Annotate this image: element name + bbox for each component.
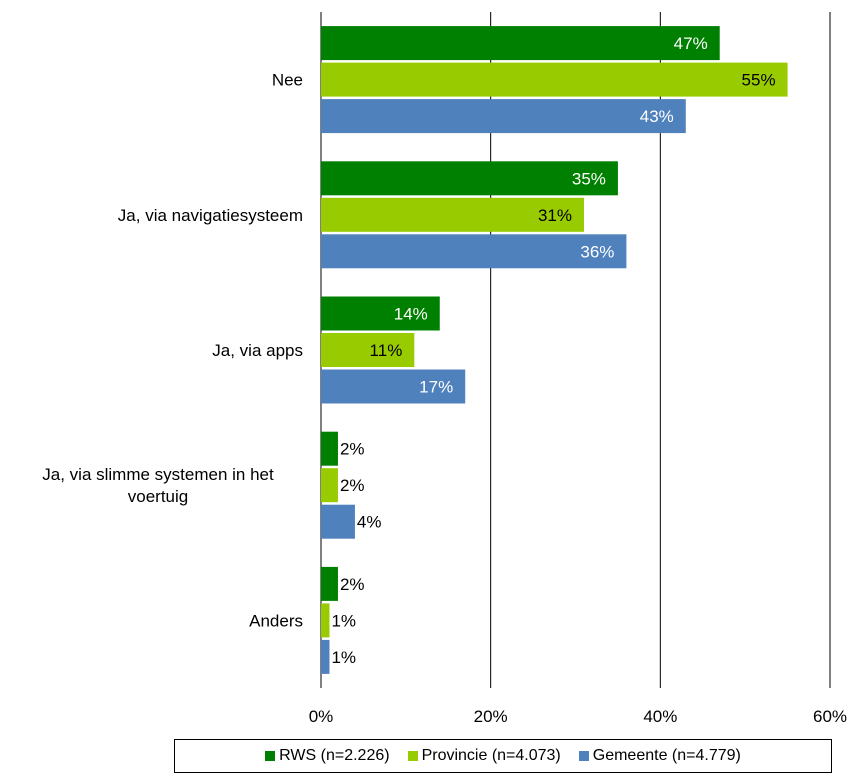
data-label: 11% xyxy=(370,341,403,360)
category-label: Ja, via apps xyxy=(212,341,303,360)
x-tick-label: 60% xyxy=(813,707,847,726)
category-label: Ja, via slimme systemen in het xyxy=(42,465,274,484)
legend-swatch xyxy=(578,751,589,761)
bar xyxy=(321,566,338,601)
legend-label: Gemeente (n=4.779) xyxy=(592,747,741,764)
legend-swatch xyxy=(407,751,418,761)
bar xyxy=(321,431,338,466)
bars xyxy=(321,26,788,674)
legend-label: Provincie (n=4.073) xyxy=(421,747,561,764)
bar xyxy=(321,197,584,232)
bar xyxy=(321,369,466,404)
legend-item: Provincie (n=4.073) xyxy=(407,747,561,765)
bar xyxy=(321,234,627,269)
data-label: 36% xyxy=(580,242,614,261)
labels: 0% 20% 40% 60% Nee 47% 55% 43% Ja, via navigatie… xyxy=(42,34,847,726)
data-label: 55% xyxy=(742,71,776,90)
bar xyxy=(321,296,440,331)
x-tick-label: 20% xyxy=(474,707,508,726)
data-label: 1% xyxy=(331,611,356,630)
bar xyxy=(321,504,355,539)
category-label: Ja, via navigatiesysteem xyxy=(118,206,303,225)
data-label: 43% xyxy=(640,107,674,126)
bar xyxy=(321,26,720,61)
bar xyxy=(321,161,618,196)
legend-swatch xyxy=(265,751,276,761)
category-label: Nee xyxy=(272,71,303,90)
legend: RWS (n=2.226) Provincie (n=4.073) Gemeente… xyxy=(174,739,832,773)
bar xyxy=(321,62,788,97)
data-label: 2% xyxy=(340,575,365,594)
bar xyxy=(321,333,415,367)
category-label: Anders xyxy=(249,611,303,630)
data-label: 17% xyxy=(419,378,453,397)
bar xyxy=(321,99,686,134)
bar-chart: 0% 20% 40% 60% Nee 47% 55% 43% Ja, via navigatie… xyxy=(42,12,847,726)
data-label: 1% xyxy=(331,648,356,667)
data-label: 2% xyxy=(340,440,365,459)
data-label: 14% xyxy=(394,305,428,324)
bar xyxy=(321,603,330,638)
legend-item: Gemeente (n=4.779) xyxy=(578,747,741,765)
bar xyxy=(321,639,330,674)
legend-label: RWS (n=2.226) xyxy=(279,747,390,764)
x-tick-label: 40% xyxy=(643,707,677,726)
data-label: 35% xyxy=(572,169,606,188)
bar xyxy=(321,468,338,503)
x-tick-label: 0% xyxy=(309,707,334,726)
data-label: 4% xyxy=(357,513,382,532)
data-label: 47% xyxy=(674,34,708,53)
data-label: 2% xyxy=(340,476,365,495)
data-label: 31% xyxy=(538,206,572,225)
category-label: voertuig xyxy=(128,487,188,506)
legend-item: RWS (n=2.226) xyxy=(265,747,390,765)
